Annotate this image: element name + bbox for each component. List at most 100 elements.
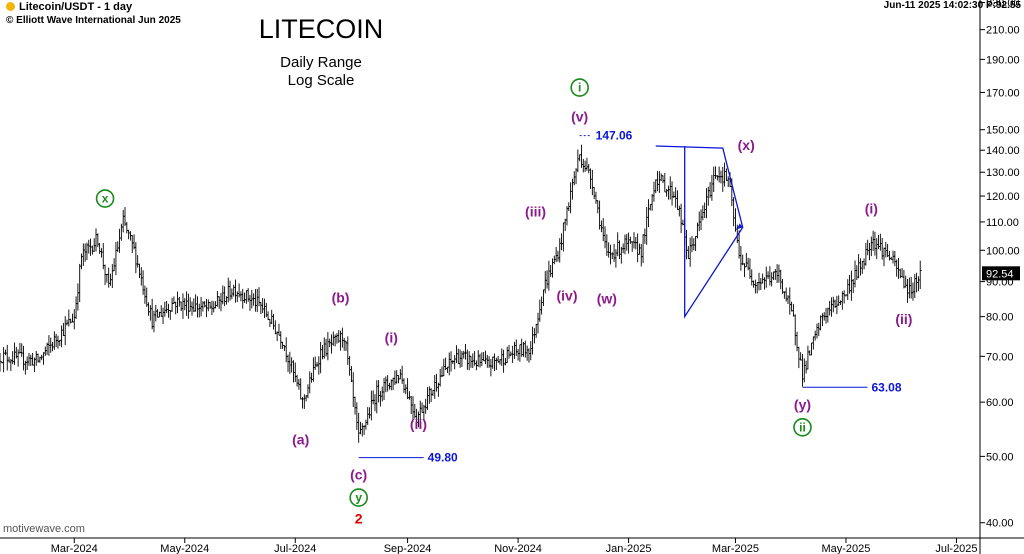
ohlc-bar [22, 345, 26, 371]
ohlc-bar [119, 223, 123, 241]
ohlc-bar [114, 241, 118, 276]
ohlc-bar [884, 241, 888, 258]
ohlc-bar [502, 349, 506, 373]
ohlc-bar [831, 296, 835, 313]
ohlc-bar [3, 349, 7, 356]
ohlc-bar [697, 211, 701, 232]
ohlc-bar [661, 175, 665, 184]
ohlc-bar [791, 303, 795, 317]
ohlc-bar [295, 374, 299, 387]
ohlc-bar [507, 345, 511, 359]
ohlc-bar [721, 166, 725, 192]
ohlc-bar [536, 312, 540, 334]
ohlc-bar [368, 407, 372, 419]
ohlc-bar [7, 356, 11, 363]
ohlc-bar [675, 190, 679, 210]
ohlc-bar [518, 344, 522, 362]
ohlc-bar [858, 258, 862, 276]
ohlc-bar [121, 209, 125, 233]
ohlc-bar [860, 260, 864, 274]
ohlc-bar [442, 358, 446, 377]
ohlc-bar [641, 234, 645, 264]
ohlc-bar [346, 336, 350, 365]
ohlc-bar [877, 234, 881, 250]
ohlc-bar [748, 258, 752, 279]
ohlc-bar [284, 337, 288, 363]
ohlc-bar [482, 351, 486, 362]
y-tick-label: 110.00 [986, 217, 1019, 229]
ohlc-bar [775, 264, 779, 283]
ohlc-bar [65, 319, 69, 326]
cycle-circle [793, 417, 812, 437]
ohlc-bar [483, 350, 487, 365]
ohlc-bar [371, 390, 375, 405]
ohlc-bar [438, 368, 442, 387]
ohlc-bar [143, 285, 147, 304]
ohlc-bar [813, 330, 817, 341]
ohlc-bar [891, 250, 895, 264]
wave-label: (i) [865, 200, 878, 216]
ohlc-bar [185, 291, 189, 316]
ohlc-bar [34, 350, 38, 366]
wave-label-cycle: i [578, 81, 581, 95]
x-tick-label: May-2024 [160, 543, 209, 554]
ohlc-bar [141, 270, 145, 295]
ohlc-bar [690, 235, 694, 253]
ohlc-bar [770, 272, 774, 287]
ohlc-bar [168, 310, 172, 320]
ohlc-bar [310, 372, 314, 383]
x-tick-label: Jul-2025 [935, 543, 977, 554]
wave-label-cycle: ii [799, 420, 806, 434]
ohlc-bar [0, 353, 2, 372]
ohlc-bar [873, 231, 877, 256]
ohlc-bar [139, 267, 143, 286]
ohlc-bar [389, 379, 393, 391]
ohlc-bar [717, 166, 721, 183]
ohlc-bar [607, 242, 611, 258]
ohlc-bar [639, 243, 643, 267]
ohlc-bar [514, 339, 518, 357]
ohlc-bar [43, 346, 47, 356]
ohlc-bar [851, 278, 855, 294]
ohlc-bar [291, 360, 295, 383]
y-tick-label: 80.00 [986, 312, 1014, 324]
ohlc-bar [614, 249, 618, 268]
ohlc-bar [875, 238, 879, 260]
ohlc-bar [493, 353, 497, 371]
ohlc-bar [150, 298, 154, 330]
y-tick-label: 150.00 [986, 125, 1020, 137]
ohlc-bar [800, 354, 804, 387]
ohlc-bar [349, 366, 353, 383]
ohlc-bar [375, 380, 379, 414]
ohlc-bar [560, 233, 564, 251]
ohlc-bar [918, 260, 922, 289]
ohlc-bar [744, 252, 748, 268]
ohlc-bar [545, 270, 549, 289]
ohlc-bar [866, 239, 870, 256]
ohlc-bar [253, 288, 257, 312]
ohlc-bar [652, 181, 656, 202]
ohlc-bar [386, 375, 390, 392]
symbol-title: Litecoin/USDT - 1 day [6, 1, 132, 13]
x-tick-label: Jul-2024 [274, 543, 316, 554]
ohlc-bar [134, 242, 138, 274]
ohlc-bar [181, 293, 185, 319]
ohlc-bar [366, 407, 370, 426]
ohlc-bar [228, 280, 232, 301]
ohlc-bar [516, 348, 520, 361]
ohlc-bar [364, 419, 368, 430]
ohlc-bar [810, 342, 814, 356]
ohlc-bar [342, 337, 346, 351]
ohlc-bar [601, 217, 605, 242]
ohlc-bar [308, 371, 312, 394]
ohlc-bar [72, 309, 76, 330]
ohlc-bar [540, 296, 544, 315]
wave-label: (ii) [895, 311, 912, 327]
ohlc-bar [384, 376, 388, 393]
ohlc-bar [210, 300, 214, 316]
triangle-arrowhead [736, 223, 743, 230]
ohlc-bar [96, 233, 100, 248]
ohlc-bar [203, 301, 207, 308]
ohlc-bar [406, 378, 410, 400]
ohlc-bar [842, 290, 846, 304]
